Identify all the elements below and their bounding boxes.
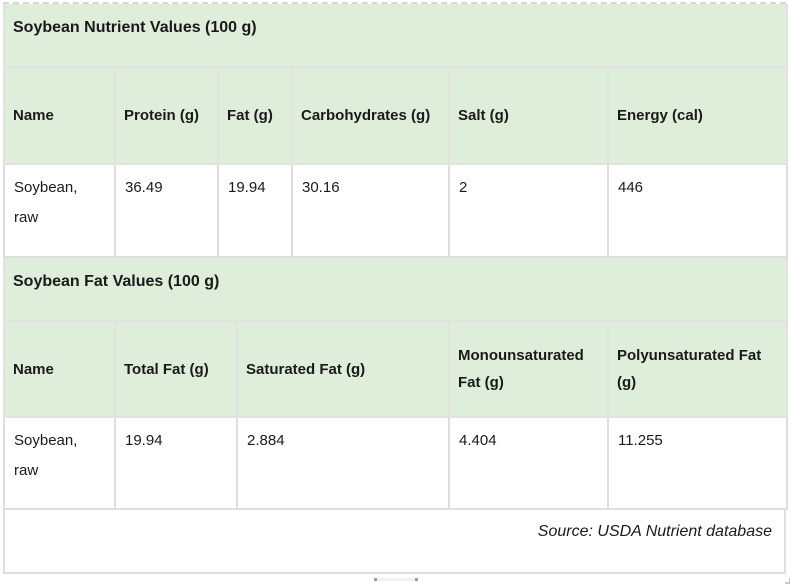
cell-salt: 2: [448, 163, 609, 258]
cell-carbohydrates: 30.16: [291, 163, 450, 258]
header-energy: Energy (cal): [606, 66, 789, 165]
header-saturated-fat: Saturated Fat (g): [236, 320, 450, 418]
scrollbar-thumb-bar: [377, 577, 415, 581]
header-polyunsaturated-fat: Polyunsaturated Fat (g): [607, 320, 788, 418]
document-body: Soybean Nutrient Values (100 g) Name Pro…: [2, 2, 789, 574]
cell-fat: 19.94: [217, 163, 293, 258]
header-total-fat: Total Fat (g): [114, 320, 238, 418]
table-row: Soybean, raw 36.49 19.94 30.16 2 446: [3, 163, 789, 258]
header-fat: Fat (g): [217, 66, 293, 165]
table-row: Soybean, raw 19.94 2.884 4.404 11.255: [3, 416, 788, 510]
scrollbar-right-cap: [415, 577, 418, 581]
table-row: Name Total Fat (g) Saturated Fat (g) Mon…: [3, 320, 788, 418]
resize-handle-icon[interactable]: [785, 578, 790, 584]
cell-polyunsaturated-fat: 11.255: [607, 416, 788, 510]
fat-table-title: Soybean Fat Values (100 g): [3, 258, 788, 322]
header-name: Name: [3, 66, 116, 165]
table-row: Soybean Fat Values (100 g): [3, 258, 788, 322]
header-protein: Protein (g): [114, 66, 219, 165]
cell-name: Soybean, raw: [3, 416, 116, 510]
table-row: Soybean Nutrient Values (100 g): [2, 4, 789, 68]
nutrient-values-table: Soybean Nutrient Values (100 g) Name Pro…: [2, 4, 789, 258]
cell-saturated-fat: 2.884: [236, 416, 450, 510]
scrollbar-left-cap: [374, 577, 377, 581]
cell-total-fat: 19.94: [114, 416, 238, 510]
cell-energy: 446: [606, 163, 789, 258]
cell-protein: 36.49: [114, 163, 219, 258]
source-note: Source: USDA Nutrient database: [3, 510, 786, 574]
header-carbohydrates: Carbohydrates (g): [291, 66, 450, 165]
header-name: Name: [3, 320, 116, 418]
header-salt: Salt (g): [448, 66, 609, 165]
fat-values-table: Soybean Fat Values (100 g) Name Total Fa…: [3, 258, 788, 510]
table-row: Name Protein (g) Fat (g) Carbohydrates (…: [3, 66, 789, 165]
header-monounsaturated-fat: Monounsaturated Fat (g): [448, 320, 609, 418]
cell-monounsaturated-fat: 4.404: [448, 416, 609, 510]
nutrient-table-title: Soybean Nutrient Values (100 g): [2, 4, 789, 68]
cell-name: Soybean, raw: [3, 163, 116, 258]
horizontal-scrollbar-thumb[interactable]: [374, 577, 418, 581]
